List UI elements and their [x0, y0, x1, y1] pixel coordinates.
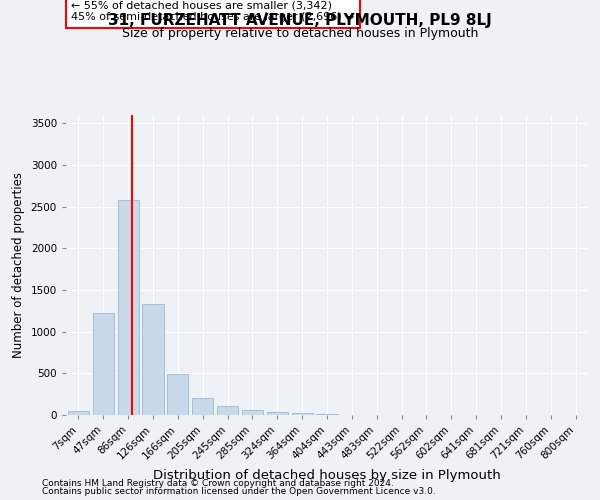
Bar	[316, 414, 338, 415]
X-axis label: Distribution of detached houses by size in Plymouth: Distribution of detached houses by size …	[153, 469, 501, 482]
Text: 31 FURZEHATT AVENUE: 117sqm
← 55% of detached houses are smaller (3,342)
45% of : 31 FURZEHATT AVENUE: 117sqm ← 55% of det…	[71, 0, 355, 22]
Text: Contains public sector information licensed under the Open Government Licence v3: Contains public sector information licen…	[42, 488, 436, 496]
Text: 31, FURZEHATT AVENUE, PLYMOUTH, PL9 8LJ: 31, FURZEHATT AVENUE, PLYMOUTH, PL9 8LJ	[108, 12, 492, 28]
Bar	[267, 412, 288, 415]
Bar	[167, 374, 188, 415]
Text: Size of property relative to detached houses in Plymouth: Size of property relative to detached ho…	[122, 28, 478, 40]
Bar	[93, 314, 114, 415]
Y-axis label: Number of detached properties: Number of detached properties	[12, 172, 25, 358]
Bar	[142, 304, 164, 415]
Bar	[118, 200, 139, 415]
Bar	[242, 410, 263, 415]
Bar	[292, 413, 313, 415]
Bar	[192, 398, 213, 415]
Bar	[68, 411, 89, 415]
Bar	[217, 406, 238, 415]
Text: Contains HM Land Registry data © Crown copyright and database right 2024.: Contains HM Land Registry data © Crown c…	[42, 478, 394, 488]
